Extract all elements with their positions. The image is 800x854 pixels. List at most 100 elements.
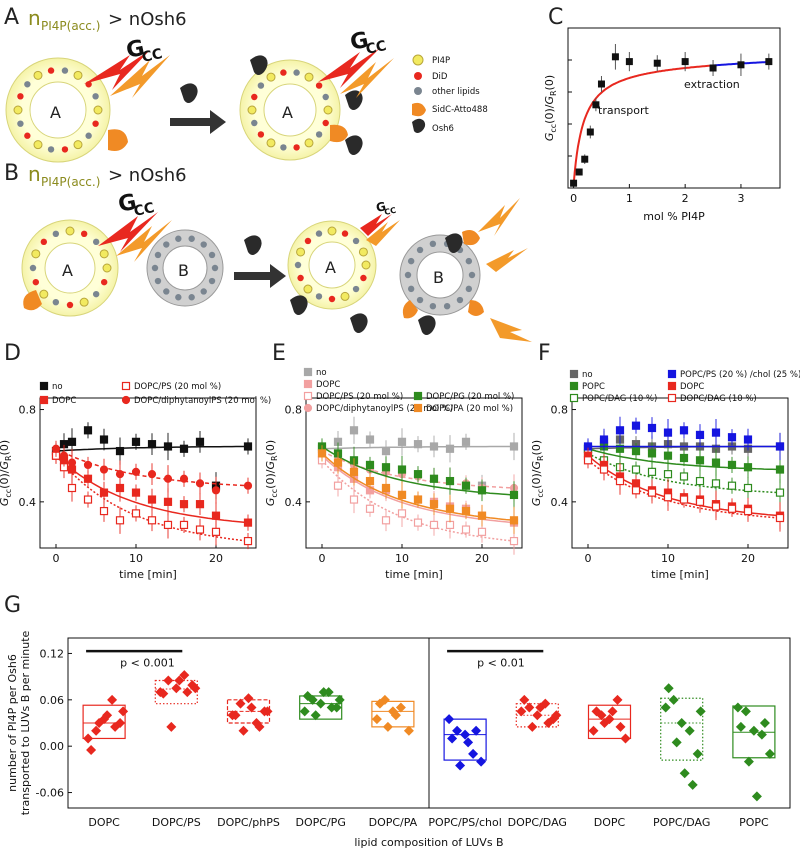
data-point xyxy=(535,702,546,713)
osh6-protein-icon xyxy=(345,135,363,155)
did-icon xyxy=(414,72,422,80)
data-point xyxy=(586,128,594,136)
panel-letter-g: G xyxy=(4,593,21,618)
data-point xyxy=(115,516,125,525)
legend-label: DOPC/diphytanoylPS (20 mol %) xyxy=(316,404,453,414)
y-axis-label: Gcc(0)/GR(0) xyxy=(0,440,13,506)
data-point xyxy=(711,428,721,437)
data-point xyxy=(326,702,337,713)
legend-did: DiD xyxy=(432,72,448,82)
data-point xyxy=(599,718,610,728)
data-point xyxy=(679,453,689,463)
data-point xyxy=(230,710,241,721)
pi4p-icon xyxy=(79,297,89,307)
transport-fit-line xyxy=(572,64,710,185)
data-point xyxy=(737,61,745,69)
osh6-protein-icon xyxy=(290,295,308,315)
pi4p-icon xyxy=(73,70,83,80)
data-point xyxy=(403,725,414,736)
data-point xyxy=(147,440,157,449)
vesicle-a-b-left: A xyxy=(21,219,119,317)
osh6-protein-icon xyxy=(445,233,463,253)
legend-other-lipids: other lipids xyxy=(432,87,480,97)
chart-e: 0 10 20 0.4 0.8 Gcc(0)/GR(0) time [min] no DOPC D… xyxy=(264,367,523,581)
legend-label: DOPC/DAG (10 %) xyxy=(680,394,757,404)
red-lightning-icon xyxy=(98,212,158,252)
data-point xyxy=(195,479,205,488)
x-axis-label: time [min] xyxy=(119,568,177,581)
y-tick-label: 0.06 xyxy=(40,694,65,707)
data-point xyxy=(131,437,141,446)
data-point xyxy=(243,536,253,546)
data-point xyxy=(413,495,423,504)
legend-label: DOPC/PA (20 mol %) xyxy=(426,404,513,414)
data-point xyxy=(676,718,687,728)
data-point xyxy=(243,518,253,527)
legend-marker xyxy=(121,395,131,405)
lipid-icon xyxy=(322,93,329,101)
data-point xyxy=(711,458,721,467)
panel-letter-d: D xyxy=(4,341,21,366)
data-point xyxy=(743,756,754,767)
vesicle-label-a-right: A xyxy=(282,103,293,122)
data-point xyxy=(334,694,345,705)
data-point xyxy=(775,465,785,474)
data-point xyxy=(390,710,401,721)
legend-marker xyxy=(413,403,423,413)
data-point xyxy=(429,520,439,530)
data-point xyxy=(679,426,689,435)
lipid-icon xyxy=(188,294,195,301)
data-point xyxy=(709,64,717,72)
lipid-icon xyxy=(280,144,287,151)
legend-marker xyxy=(569,393,579,403)
data-point xyxy=(647,449,657,458)
data-point xyxy=(397,509,407,518)
data-point xyxy=(397,465,407,474)
did-icon xyxy=(100,278,108,286)
did-icon xyxy=(293,144,300,151)
data-point xyxy=(381,483,391,493)
x-tick-label: DOPC/DAG xyxy=(508,816,567,829)
legend-label: no xyxy=(52,382,63,392)
data-point xyxy=(333,481,343,490)
data-point xyxy=(751,791,762,802)
data-point xyxy=(461,437,471,446)
pi4p-icon xyxy=(304,138,314,148)
orange-lightning-icon xyxy=(110,55,170,98)
data-point xyxy=(147,516,157,525)
lipid-icon xyxy=(154,251,162,259)
did-icon xyxy=(61,146,69,153)
lipid-icon xyxy=(404,271,412,279)
legend-marker xyxy=(569,369,579,379)
pi4p-icon xyxy=(247,105,257,115)
data-point xyxy=(647,488,657,497)
lipid-icon xyxy=(154,277,162,285)
legend-marker xyxy=(303,403,313,413)
data-point xyxy=(374,698,385,709)
data-point xyxy=(349,467,359,476)
y-tick-label: 0.8 xyxy=(551,404,569,417)
data-point xyxy=(397,437,407,446)
pi4p-icon xyxy=(303,284,313,294)
legend-label: POPC/DAG (10 %) xyxy=(582,394,657,404)
plot-frame xyxy=(39,397,257,549)
pi4p-icon xyxy=(323,105,333,115)
data-point xyxy=(743,483,753,493)
data-point xyxy=(365,476,375,486)
pi4p-icon xyxy=(266,72,276,82)
data-point xyxy=(211,511,221,520)
data-point xyxy=(591,706,602,717)
did-icon xyxy=(257,131,265,138)
data-point xyxy=(509,516,519,525)
legend-label: POPC xyxy=(582,382,605,392)
legend-marker xyxy=(667,381,677,391)
data-point xyxy=(471,725,482,736)
lipid-icon xyxy=(414,87,422,95)
data-point xyxy=(211,486,221,495)
pi4p-icon xyxy=(33,70,43,80)
gcc-label-right: G xyxy=(348,28,371,56)
data-point xyxy=(543,718,554,728)
lipid-icon xyxy=(200,288,207,295)
data-point xyxy=(413,518,423,527)
lipid-icon xyxy=(163,288,170,295)
